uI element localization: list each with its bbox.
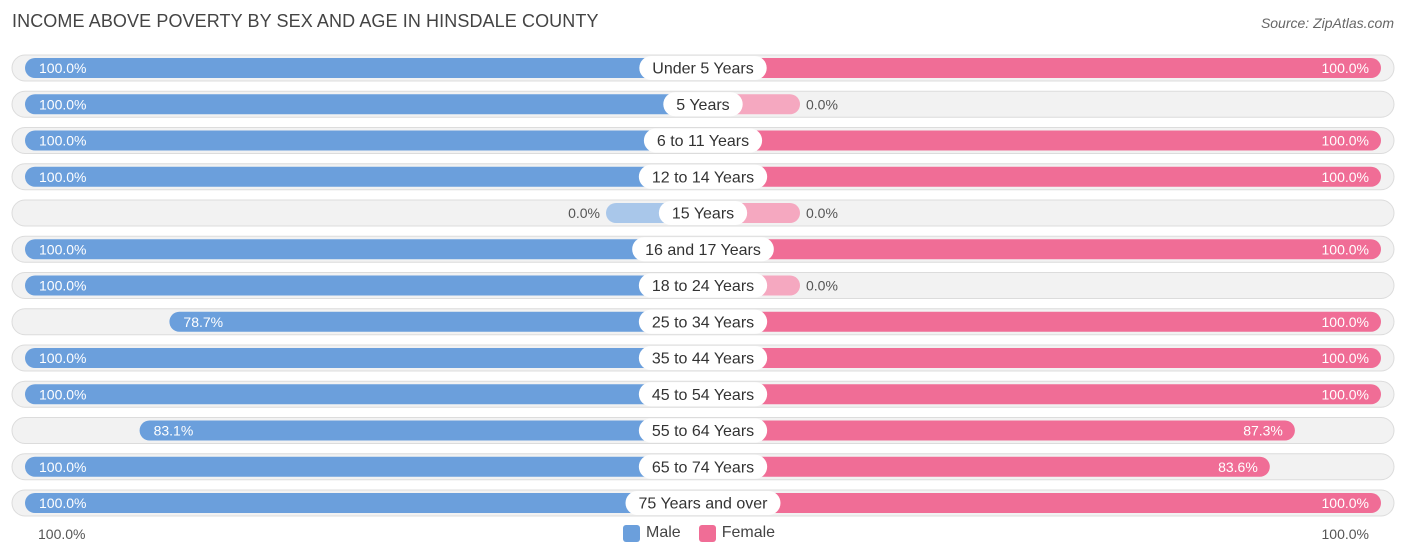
value-female-45-to-54-years: 100.0% (1322, 386, 1369, 402)
category-pill-45-to-54-years (638, 382, 768, 407)
category-label-12-to-14-years: 12 to 14 Years (652, 169, 754, 186)
bar-male-75-years-and-over (25, 493, 703, 513)
legend-female-label: Female (721, 524, 776, 541)
value-female-5-years: 0.0% (806, 96, 838, 112)
value-male-under-5-years: 100.0% (39, 60, 86, 76)
value-male-35-to-44-years: 100.0% (39, 350, 86, 366)
value-female-65-to-74-years: 83.6% (1218, 459, 1258, 475)
category-pill-25-to-34-years (638, 309, 768, 334)
value-male-6-to-11-years: 100.0% (39, 133, 86, 149)
bar-male-35-to-44-years (25, 348, 703, 368)
bar-male-45-to-54-years (25, 384, 703, 405)
legend-female[interactable]: Female (698, 524, 776, 542)
value-female-75-years-and-over: 100.0% (1322, 495, 1369, 511)
bar-female-55-to-64-years (703, 420, 1295, 441)
category-label-65-to-74-years: 65 to 74 Years (652, 459, 754, 476)
bar-female-under-5-years (703, 58, 1381, 78)
value-female-35-to-44-years: 100.0% (1322, 350, 1369, 366)
bar-male-16-and-17-years (25, 239, 703, 260)
bar-male-18-to-24-years (25, 275, 703, 296)
value-male-55-to-64-years: 83.1% (154, 423, 194, 439)
category-pill-55-to-64-years (638, 418, 768, 443)
axis-left-label: 100.0% (38, 526, 86, 542)
value-female-25-to-34-years: 100.0% (1322, 314, 1369, 330)
bar-female-12-to-14-years (703, 166, 1381, 187)
category-pill-6-to-11-years (643, 128, 763, 153)
legend-male-label: Male (646, 524, 681, 541)
category-pill-12-to-14-years (638, 164, 768, 189)
category-label-under-5-years: Under 5 Years (652, 61, 753, 78)
bar-male-6-to-11-years (25, 130, 703, 151)
bar-male-under-5-years (25, 58, 703, 78)
value-male-18-to-24-years: 100.0% (39, 278, 86, 294)
bar-male-5-years (25, 94, 703, 115)
category-pill-75-years-and-over (625, 491, 781, 515)
category-label-5-years: 5 Years (676, 97, 729, 114)
chart-title: INCOME ABOVE POVERTY BY SEX AND AGE IN H… (12, 11, 599, 31)
value-male-15-years: 0.0% (568, 205, 600, 221)
legend-male[interactable]: Male (623, 524, 681, 542)
category-pill-5-years (663, 92, 743, 117)
category-pill-15-years (658, 201, 748, 225)
bar-male-65-to-74-years (25, 456, 703, 477)
category-pill-65-to-74-years (638, 454, 768, 479)
category-label-15-years: 15 Years (672, 206, 734, 223)
bar-female-75-years-and-over (703, 493, 1381, 513)
value-female-18-to-24-years: 0.0% (806, 278, 838, 294)
bar-female-25-to-34-years (703, 311, 1381, 332)
category-label-16-and-17-years: 16 and 17 Years (645, 242, 761, 259)
category-label-18-to-24-years: 18 to 24 Years (652, 278, 754, 295)
bar-female-35-to-44-years (703, 348, 1381, 368)
legend-male-swatch (623, 524, 640, 542)
bar-female-45-to-54-years (703, 384, 1381, 405)
legend: Male Female (623, 524, 793, 542)
value-female-15-years: 0.0% (806, 205, 838, 221)
category-label-25-to-34-years: 25 to 34 Years (652, 314, 754, 331)
bar-female-6-to-11-years (703, 130, 1381, 151)
category-pill-under-5-years (639, 56, 767, 80)
bar-male-12-to-14-years (25, 166, 703, 187)
value-male-75-years-and-over: 100.0% (39, 495, 86, 511)
bar-male-55-to-64-years (139, 420, 703, 441)
value-male-12-to-14-years: 100.0% (39, 169, 86, 185)
value-male-16-and-17-years: 100.0% (39, 241, 86, 257)
axis-right-label: 100.0% (1321, 526, 1369, 542)
category-pill-16-and-17-years (632, 237, 774, 262)
value-male-45-to-54-years: 100.0% (39, 386, 86, 402)
value-female-under-5-years: 100.0% (1322, 60, 1369, 76)
bar-female-65-to-74-years (703, 456, 1270, 477)
value-female-12-to-14-years: 100.0% (1322, 169, 1369, 185)
legend-female-swatch (698, 524, 716, 542)
category-label-6-to-11-years: 6 to 11 Years (657, 133, 749, 150)
category-label-45-to-54-years: 45 to 54 Years (652, 387, 754, 404)
category-pill-35-to-44-years (638, 346, 768, 370)
category-label-75-years-and-over: 75 Years and over (639, 496, 769, 513)
value-male-5-years: 100.0% (39, 96, 86, 112)
source-label[interactable]: Source: ZipAtlas.com (1260, 15, 1394, 31)
value-male-65-to-74-years: 100.0% (39, 459, 86, 475)
value-female-6-to-11-years: 100.0% (1322, 133, 1369, 149)
bar-female-16-and-17-years (703, 239, 1381, 260)
bar-male-25-to-34-years (169, 311, 703, 332)
value-female-55-to-64-years: 87.3% (1243, 423, 1283, 439)
category-label-55-to-64-years: 55 to 64 Years (652, 423, 754, 440)
category-label-35-to-44-years: 35 to 44 Years (652, 351, 754, 368)
value-female-16-and-17-years: 100.0% (1322, 241, 1369, 257)
value-male-25-to-34-years: 78.7% (183, 314, 223, 330)
category-pill-18-to-24-years (638, 273, 768, 298)
